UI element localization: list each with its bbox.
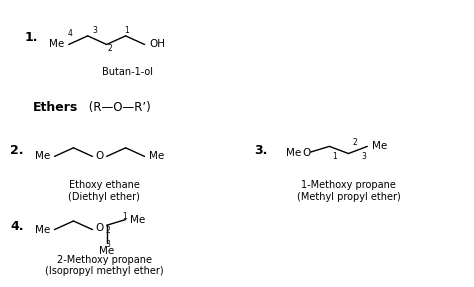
Text: 3: 3 (92, 26, 97, 35)
Text: Me: Me (99, 246, 114, 256)
Text: 2.: 2. (10, 144, 24, 157)
Text: Me: Me (130, 215, 146, 224)
Text: Ethers: Ethers (33, 101, 78, 114)
Text: 1: 1 (332, 152, 337, 161)
Text: Me: Me (149, 152, 164, 161)
Text: 1-Methoxy propane: 1-Methoxy propane (301, 180, 396, 190)
Text: 1.: 1. (25, 31, 38, 44)
Text: 3: 3 (106, 240, 110, 249)
Text: 2: 2 (106, 226, 110, 235)
Text: Me: Me (35, 225, 50, 234)
Text: 3.: 3. (255, 144, 268, 157)
Text: (Isopropyl methyl ether): (Isopropyl methyl ether) (45, 266, 164, 276)
Text: Butan-1-ol: Butan-1-ol (102, 67, 154, 77)
Text: (R—O—R’): (R—O—R’) (85, 101, 151, 114)
Text: Me: Me (49, 40, 64, 49)
Text: 2: 2 (108, 44, 112, 53)
Text: 4: 4 (68, 28, 73, 38)
Text: O: O (95, 223, 104, 233)
Text: Me: Me (372, 141, 387, 151)
Text: (Diethyl ether): (Diethyl ether) (68, 192, 140, 201)
Text: 2-Methoxy propane: 2-Methoxy propane (57, 255, 152, 265)
Text: Me: Me (286, 148, 301, 158)
Text: 1: 1 (125, 26, 129, 35)
Text: O: O (95, 152, 104, 161)
Text: 4.: 4. (10, 220, 24, 233)
Text: 1: 1 (122, 212, 127, 221)
Text: 3: 3 (362, 152, 366, 161)
Text: OH: OH (149, 40, 165, 49)
Text: Me: Me (35, 152, 50, 161)
Text: (Methyl propyl ether): (Methyl propyl ether) (297, 192, 400, 201)
Text: 2: 2 (352, 137, 357, 147)
Text: O: O (302, 148, 311, 158)
Text: Ethoxy ethane: Ethoxy ethane (69, 180, 140, 190)
